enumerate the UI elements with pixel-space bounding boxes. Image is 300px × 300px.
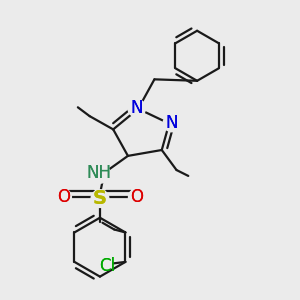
Circle shape [55,189,71,206]
Text: O: O [130,188,143,206]
Circle shape [89,163,110,183]
Text: O: O [57,188,70,206]
Text: S: S [93,189,107,208]
Text: S: S [93,189,107,208]
Text: N: N [130,99,143,117]
Circle shape [91,190,109,207]
Circle shape [128,99,146,117]
Text: Cl: Cl [99,257,115,275]
Text: N: N [130,99,143,117]
Text: NH: NH [87,164,112,182]
Text: O: O [57,188,70,206]
Text: O: O [130,188,143,206]
Circle shape [163,114,181,132]
Circle shape [128,189,145,206]
Text: N: N [166,114,178,132]
Text: Cl: Cl [99,257,115,275]
Circle shape [29,266,47,285]
Text: N: N [166,114,178,132]
Text: NH: NH [87,164,112,182]
